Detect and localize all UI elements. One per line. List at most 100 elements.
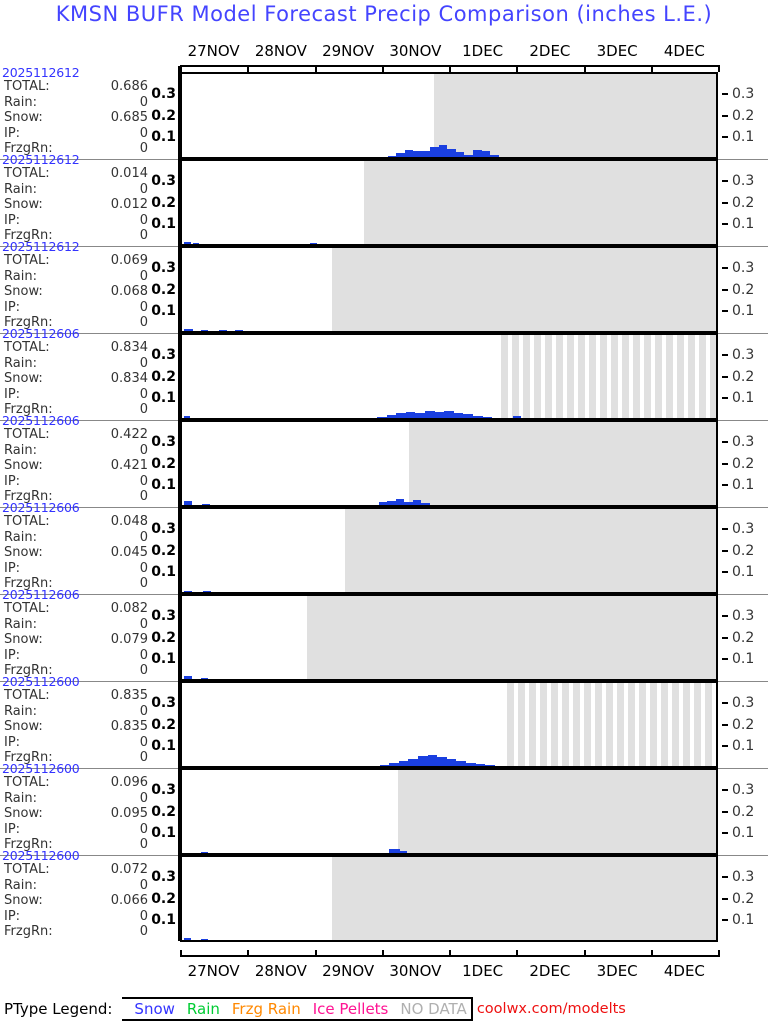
stat-label-frzgrn: FrzgRn: (4, 663, 53, 678)
y-tick-label-left: 0.3 (151, 781, 176, 798)
y-tick-label-left: 0.2 (151, 542, 176, 559)
stat-row-snow: Snow: 0.045 (2, 545, 150, 561)
panel-run-label: 2025112606 (2, 413, 80, 428)
stat-label-total: TOTAL: (4, 688, 50, 703)
precip-bar (430, 146, 439, 157)
stat-value-ip: 0 (139, 212, 148, 228)
precip-bar (396, 153, 405, 157)
y-tick-label-left: 0.2 (151, 455, 176, 472)
stat-label-rain: Rain: (4, 355, 37, 371)
y-tick-mark-right (722, 636, 728, 639)
precip-bar (376, 416, 387, 418)
stat-row-rain: Rain: 0 (2, 356, 150, 372)
stat-row-ip: IP: 0 (2, 474, 150, 490)
precip-bar (446, 758, 457, 766)
precip-bar (183, 675, 193, 679)
stat-value-total: 0.048 (110, 514, 148, 529)
y-tick-label-right: 0.1 (732, 564, 755, 581)
stat-value-frzgrn: 0 (139, 489, 148, 504)
precip-bar (481, 150, 491, 157)
panel-run-label: 2025112600 (2, 761, 80, 776)
axis-tick (247, 950, 250, 957)
stat-label-total: TOTAL: (4, 79, 50, 94)
panel-info: 2025112606 TOTAL: 0.834 Rain: 0 Snow: 0.834 IP:… (2, 326, 150, 420)
y-tick-label-left: 0.3 (151, 868, 176, 885)
y-tick-mark-right (722, 266, 728, 269)
model-panel: 2025112600 TOTAL: 0.835 Rain: 0 Snow: 0.835 IP:… (0, 674, 768, 769)
stat-row-frzgrn: FrzgRn: 0 (2, 837, 150, 853)
precip-bar (310, 243, 317, 244)
panel-stats: TOTAL: 0.072 Rain: 0 Snow: 0.066 IP: 0 FrzgRn: 0 (2, 862, 150, 940)
y-tick-label-left: 0.1 (151, 129, 176, 146)
model-panel: 2025112606 TOTAL: 0.834 Rain: 0 Snow: 0.834 IP:… (0, 326, 768, 421)
no-data-region (408, 422, 716, 505)
y-tick-mark-right (722, 136, 728, 139)
axis-baseline (180, 955, 718, 957)
stat-value-ip: 0 (139, 125, 148, 141)
axis-tick (583, 950, 586, 957)
y-tick-label-left: 0.3 (151, 520, 176, 537)
stat-label-rain: Rain: (4, 616, 37, 632)
precip-bar (396, 413, 406, 418)
y-tick-mark-right (722, 810, 728, 813)
stat-row-rain: Rain: 0 (2, 878, 150, 894)
y-tick-label-right: 0.1 (732, 129, 755, 146)
credit-link[interactable]: coolwx.com/modelts (476, 1001, 626, 1017)
y-tick-label-right: 0.2 (732, 803, 755, 820)
stat-value-rain: 0 (139, 529, 148, 545)
stat-label-snow: Snow: (4, 371, 43, 386)
y-axis-left: 0.3 0.2 0.1 (148, 66, 183, 159)
y-tick-label-left: 0.2 (151, 107, 176, 124)
panel-info: 2025112606 TOTAL: 0.082 Rain: 0 Snow: 0.079 IP:… (2, 587, 150, 681)
axis-tick (314, 950, 317, 957)
panel-info: 2025112612 TOTAL: 0.686 Rain: 0 Snow: 0.685 IP:… (2, 65, 150, 159)
precip-bar (387, 500, 396, 505)
precip-bar (412, 500, 422, 505)
legend-title: PType Legend: (4, 1000, 113, 1018)
y-axis-spine (178, 153, 180, 245)
precip-bar (200, 852, 209, 853)
date-label-4dec: 4DEC (663, 962, 705, 980)
y-axis-spine (178, 327, 180, 419)
precip-bar (464, 154, 474, 157)
model-panel-list: 2025112612 TOTAL: 0.686 Rain: 0 Snow: 0.685 IP:… (0, 65, 768, 942)
y-tick-label-right: 0.1 (732, 651, 755, 668)
stat-row-frzgrn: FrzgRn: 0 (2, 141, 150, 157)
stat-row-total: TOTAL: 0.072 (2, 862, 150, 878)
y-tick-mark-right (722, 310, 728, 313)
y-tick-label-right: 0.1 (732, 303, 755, 320)
precip-bar (456, 761, 467, 766)
panel-stats: TOTAL: 0.014 Rain: 0 Snow: 0.012 IP: 0 FrzgRn: 0 (2, 166, 150, 244)
y-tick-label-right: 0.3 (732, 520, 755, 537)
precip-plot (180, 246, 718, 333)
stat-row-ip: IP: 0 (2, 387, 150, 403)
y-tick-label-left: 0.1 (151, 216, 176, 233)
y-tick-label-right: 0.3 (732, 607, 755, 624)
precip-plot (180, 507, 718, 594)
y-tick-label-right: 0.3 (732, 868, 755, 885)
model-panel: 2025112612 TOTAL: 0.069 Rain: 0 Snow: 0.068 IP:… (0, 239, 768, 334)
stat-value-snow: 0.421 (110, 458, 148, 473)
panel-info: 2025112600 TOTAL: 0.835 Rain: 0 Snow: 0.835 IP:… (2, 674, 150, 768)
panel-stats: TOTAL: 0.082 Rain: 0 Snow: 0.079 IP: 0 FrzgRn: 0 (2, 601, 150, 679)
precip-bar (453, 413, 464, 418)
precip-bar (473, 150, 482, 157)
stat-value-ip: 0 (139, 473, 148, 489)
y-tick-mark-right (722, 897, 728, 900)
panel-info: 2025112600 TOTAL: 0.072 Rain: 0 Snow: 0.066 IP:… (2, 848, 150, 942)
stat-value-frzgrn: 0 (139, 576, 148, 591)
stat-label-snow: Snow: (4, 545, 43, 560)
y-tick-label-left: 0.3 (151, 85, 176, 102)
stat-label-total: TOTAL: (4, 427, 50, 442)
y-tick-label-right: 0.3 (732, 259, 755, 276)
y-axis-right: 0.3 0.2 0.1 (718, 72, 768, 159)
stat-row-rain: Rain: 0 (2, 95, 150, 111)
panel-stats: TOTAL: 0.096 Rain: 0 Snow: 0.095 IP: 0 FrzgRn: 0 (2, 775, 150, 853)
stat-value-rain: 0 (139, 442, 148, 458)
precip-bar (192, 243, 200, 244)
panel-run-label: 2025112606 (2, 500, 80, 515)
precip-bar (421, 151, 431, 157)
stat-label-frzgrn: FrzgRn: (4, 228, 53, 243)
stat-value-total: 0.082 (110, 601, 148, 616)
y-axis-left: 0.3 0.2 0.1 (148, 849, 183, 942)
